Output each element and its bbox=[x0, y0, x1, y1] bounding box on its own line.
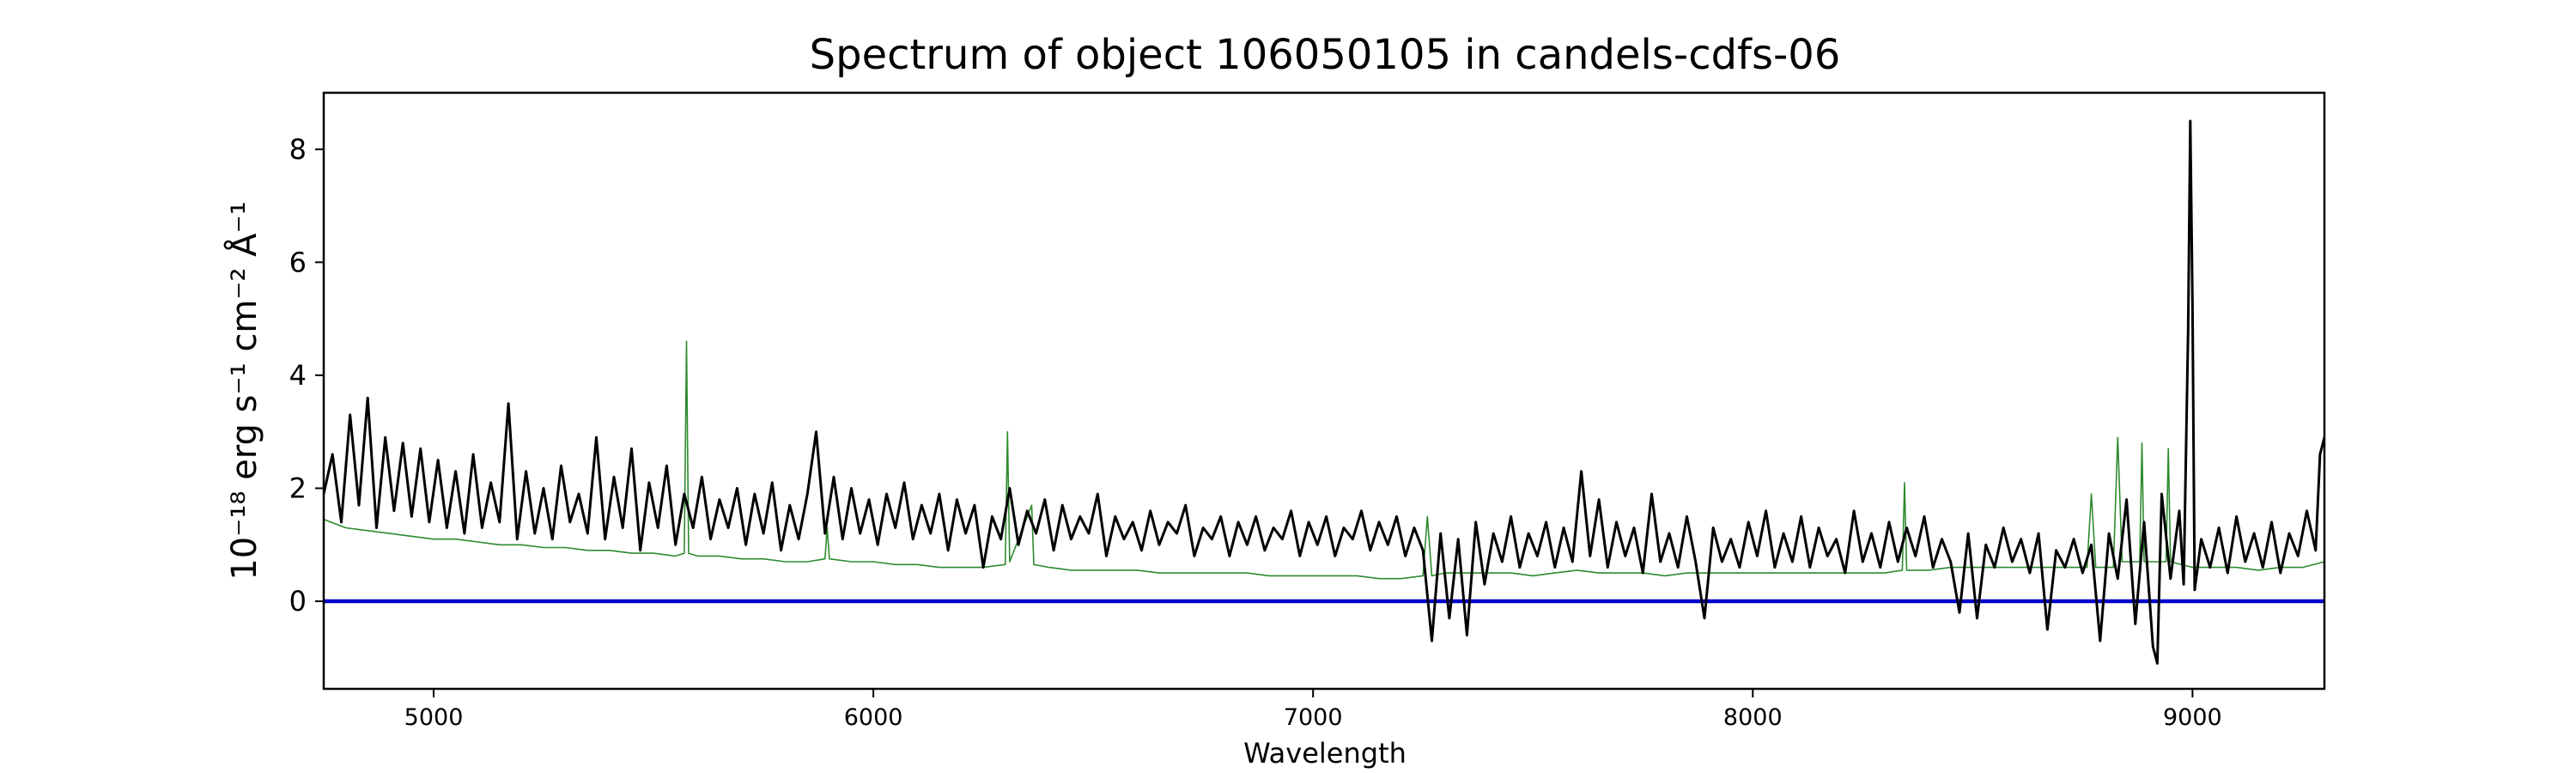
chart-title: Spectrum of object 106050105 in candels-… bbox=[810, 31, 1841, 79]
x-tick-label: 8000 bbox=[1723, 704, 1783, 731]
x-tick-label: 7000 bbox=[1284, 704, 1343, 731]
plot-area bbox=[324, 119, 2324, 665]
x-tick-label: 9000 bbox=[2163, 704, 2222, 731]
axes-frame bbox=[322, 91, 2326, 691]
y-tick-label: 2 bbox=[289, 472, 307, 504]
y-axis-label: 10⁻¹⁸ erg s⁻¹ cm⁻² Å⁻¹ bbox=[223, 201, 264, 580]
flux-series-line bbox=[324, 119, 2324, 665]
y-tick-label: 4 bbox=[289, 359, 307, 392]
y-axis-ticks: 0 2 4 6 8 bbox=[289, 133, 324, 618]
y-tick-label: 0 bbox=[289, 585, 307, 618]
x-tick-label: 6000 bbox=[844, 704, 903, 731]
x-axis-ticks: 5000 6000 7000 8000 9000 bbox=[404, 689, 2222, 731]
error-series-line bbox=[324, 340, 2324, 580]
y-tick-label: 8 bbox=[289, 133, 307, 166]
x-axis-label: Wavelength bbox=[1243, 737, 1406, 770]
y-tick-label: 6 bbox=[289, 246, 307, 278]
x-tick-label: 5000 bbox=[404, 704, 464, 731]
